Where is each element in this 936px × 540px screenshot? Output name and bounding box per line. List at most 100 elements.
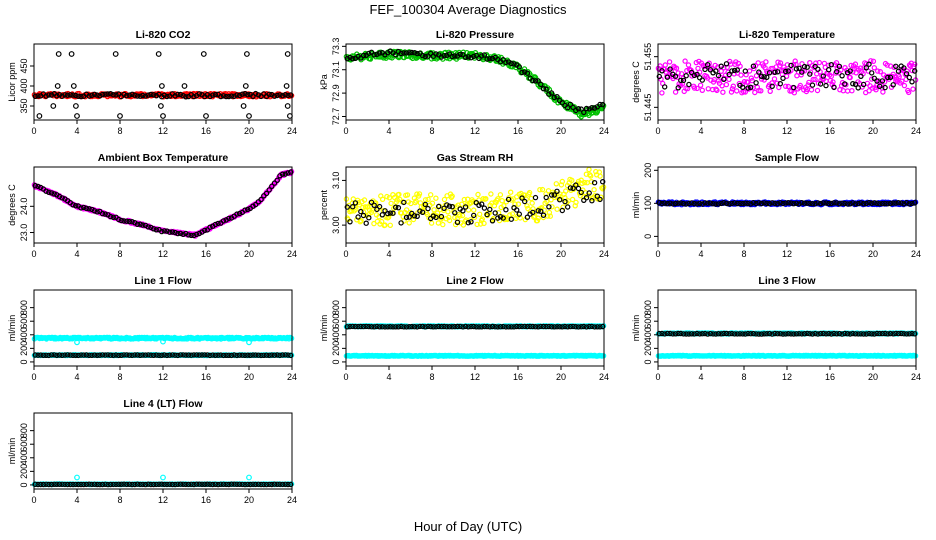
data-point [823, 331, 829, 337]
outlier-point [55, 51, 62, 57]
data-point [468, 323, 474, 330]
data-point [102, 91, 108, 97]
data-point [750, 63, 757, 69]
data-point [526, 189, 533, 196]
data-point [791, 331, 797, 337]
data-point [489, 323, 496, 330]
x-tick-label: 24 [599, 372, 609, 382]
data-point [767, 88, 773, 95]
data-point [393, 52, 399, 58]
x-tick-label: 16 [513, 126, 523, 136]
data-point [546, 323, 552, 330]
data-point [433, 214, 439, 221]
data-point [417, 323, 423, 330]
data-point [433, 51, 439, 57]
data-point [223, 352, 229, 358]
x-tick-label: 16 [825, 126, 835, 136]
data-point [666, 59, 673, 65]
data-point [766, 330, 773, 337]
data-point [801, 200, 808, 206]
data-point [411, 213, 418, 219]
data-point [903, 71, 910, 77]
panel-title: Li-820 Temperature [739, 29, 835, 41]
data-point [793, 200, 800, 206]
data-point [460, 208, 466, 214]
x-tick-label: 16 [201, 249, 211, 259]
data-point [435, 220, 442, 226]
data-point [32, 182, 39, 189]
data-point [252, 352, 259, 358]
data-point [505, 324, 512, 330]
x-tick-label: 20 [556, 126, 566, 136]
data-point [731, 67, 738, 74]
data-point [231, 352, 237, 358]
data-point [777, 60, 784, 66]
data-point [489, 55, 496, 62]
data-point [877, 200, 883, 207]
data-point [401, 199, 407, 206]
data-point [137, 221, 143, 227]
panel-title: Sample Flow [755, 152, 820, 164]
data-point [481, 52, 488, 58]
data-point [826, 330, 832, 337]
data-point [258, 352, 264, 359]
data-point [562, 323, 568, 330]
data-point [183, 94, 189, 100]
series [656, 61, 918, 91]
data-point [588, 178, 595, 185]
data-point [885, 200, 891, 207]
y-tick-label: 24.0 [19, 198, 29, 216]
data-point [177, 91, 184, 98]
data-point [70, 92, 76, 98]
x-tick-label: 0 [343, 126, 348, 136]
y-tick-label: 73.3 [331, 38, 341, 56]
data-point [543, 323, 549, 330]
x-tick-label: 12 [470, 372, 480, 382]
data-point [675, 70, 681, 76]
data-point [97, 93, 103, 99]
data-point [753, 80, 759, 86]
data-point [99, 210, 106, 217]
data-point [465, 207, 472, 213]
data-point [836, 201, 843, 207]
data-point [226, 93, 232, 100]
data-point [532, 208, 539, 215]
data-point [161, 228, 167, 234]
data-point [169, 352, 176, 358]
data-point [433, 195, 439, 201]
x-tick-label: 4 [386, 249, 391, 259]
y-axis-label: ml/min [631, 192, 641, 219]
data-point [748, 331, 754, 337]
data-point [594, 324, 601, 330]
outlier-point [157, 103, 164, 109]
outlier-point [68, 51, 75, 57]
data-point [500, 57, 506, 63]
data-point [390, 324, 396, 330]
data-point [530, 77, 536, 84]
data-point [756, 331, 762, 337]
data-point [446, 324, 453, 330]
y-tick-label: 600 [643, 314, 653, 329]
data-point [745, 330, 751, 337]
data-point [487, 206, 493, 213]
data-point [285, 352, 291, 358]
data-point [196, 230, 202, 237]
data-point [826, 66, 832, 73]
data-point [597, 196, 603, 203]
data-point [774, 331, 781, 337]
data-point [766, 200, 773, 207]
data-point [387, 324, 393, 330]
y-tick-label: 51.455 [643, 43, 653, 71]
data-point [879, 200, 886, 207]
data-point [842, 200, 848, 207]
outlier-point [181, 83, 188, 89]
data-point [535, 215, 541, 221]
data-point [525, 205, 531, 212]
data-point [694, 330, 700, 337]
data-point [898, 200, 904, 206]
data-point [363, 220, 369, 226]
data-point [691, 200, 698, 207]
data-point [869, 76, 875, 82]
data-point [43, 188, 49, 194]
